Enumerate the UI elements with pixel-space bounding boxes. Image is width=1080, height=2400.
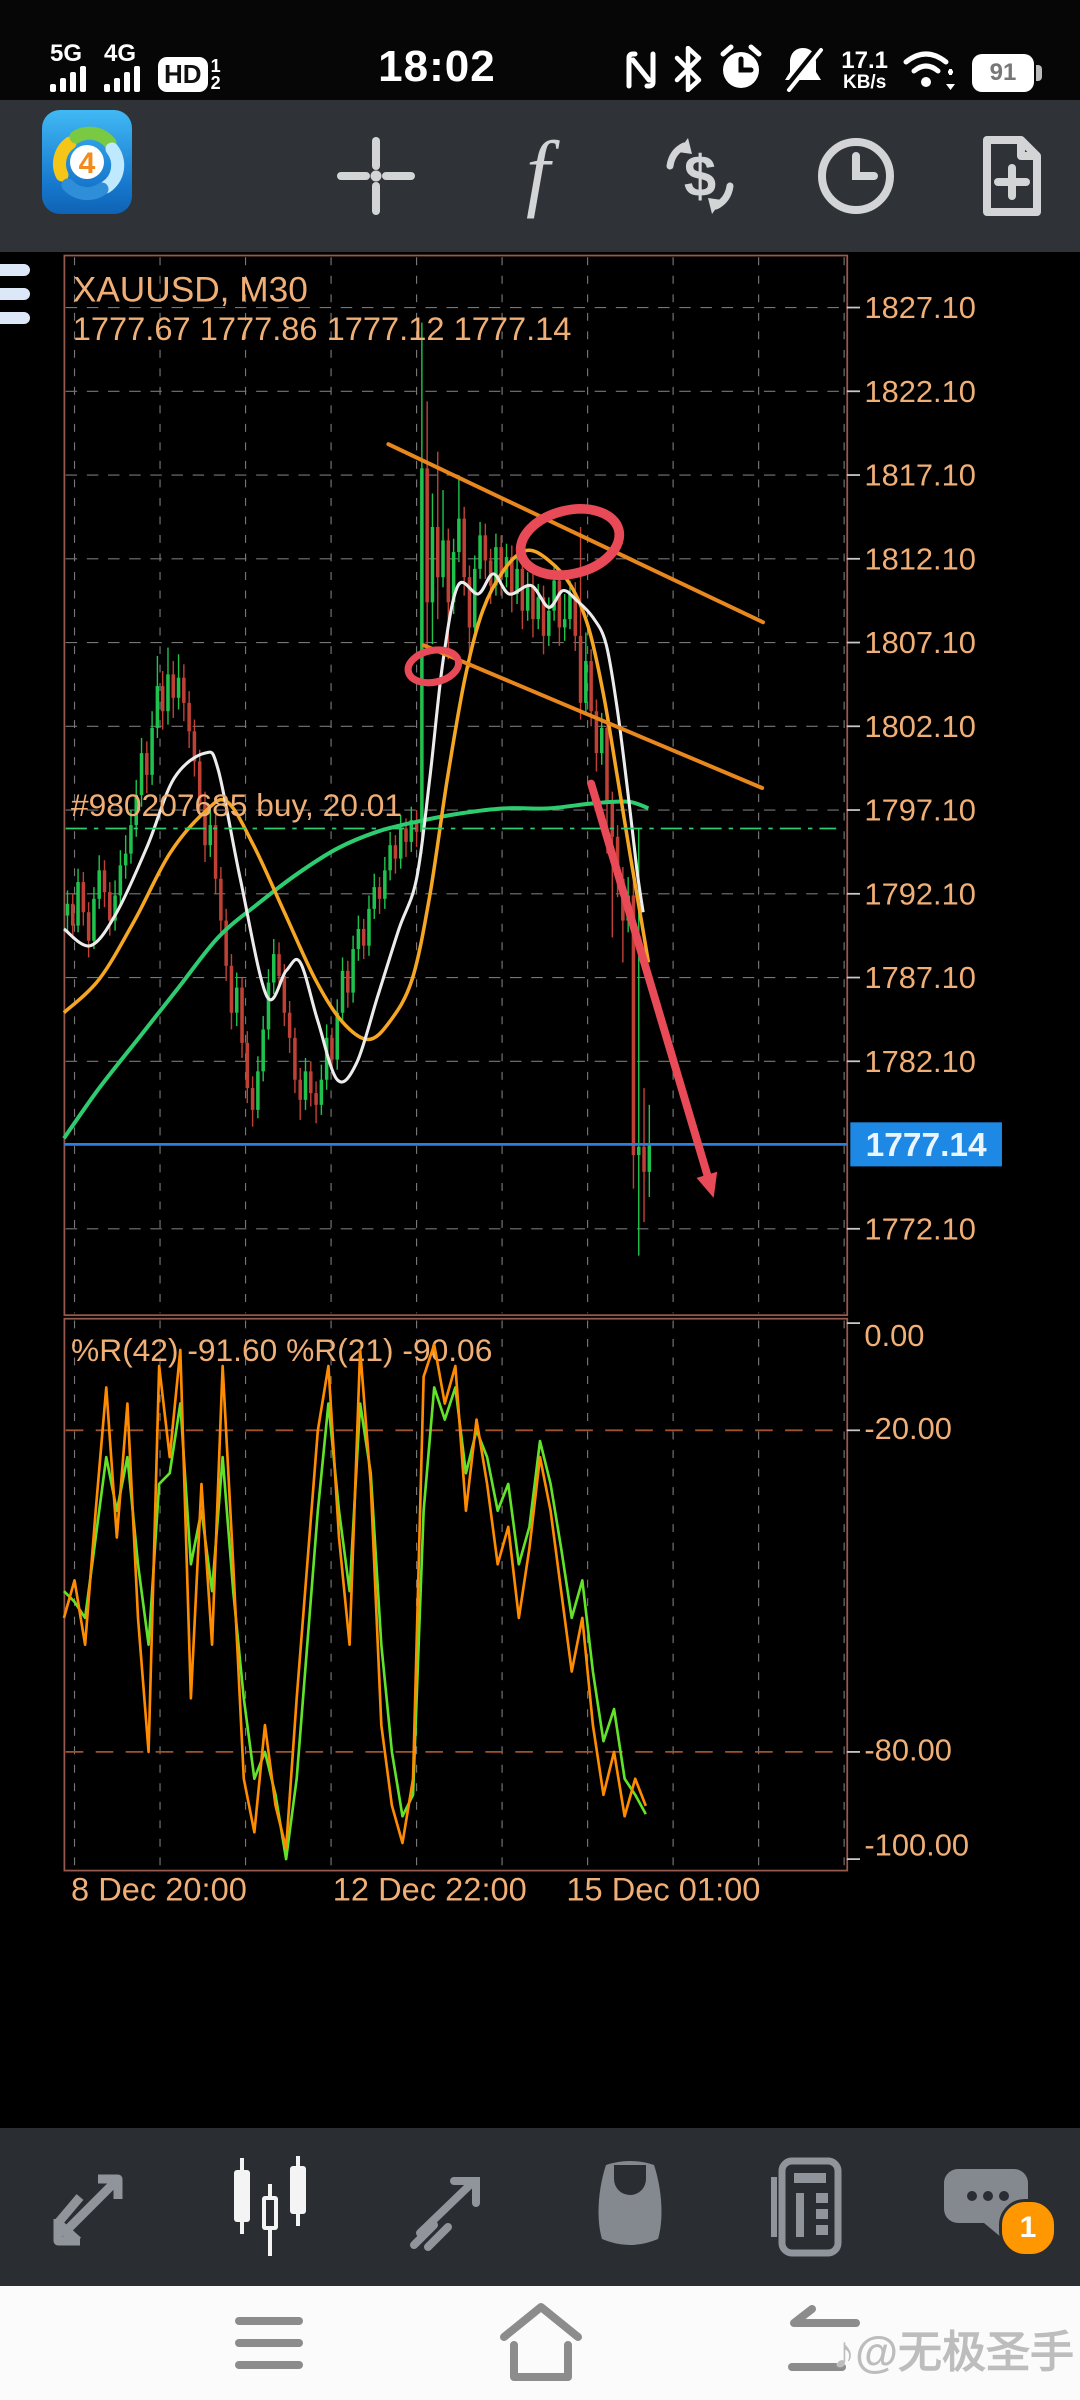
indicator-label: %R(42) -91.60 %R(21) -90.06 — [71, 1332, 492, 1368]
recents-icon — [235, 2317, 303, 2369]
indicator-axis-label: -20.00 — [864, 1411, 951, 1446]
price-axis-label: 1797.10 — [864, 793, 975, 828]
quotes-arrows-icon — [53, 2174, 123, 2246]
home-icon — [500, 2303, 582, 2381]
charts-tab[interactable] — [195, 2147, 345, 2267]
price-axis-label: 1827.10 — [864, 290, 975, 325]
price-axis-label: 1817.10 — [864, 458, 975, 493]
chart-title: XAUUSD, M30 — [73, 270, 308, 309]
wr21-line — [62, 1343, 648, 1850]
price-axis-label: 1782.10 — [864, 1044, 975, 1079]
hd-call-icon: HD 1 2 — [158, 57, 221, 92]
price-axis-label: 1792.10 — [864, 876, 975, 911]
back-button[interactable] — [744, 2286, 904, 2400]
ma-orange — [62, 548, 651, 1042]
new-chart-button[interactable] — [952, 116, 1072, 236]
price-axis-label: 1787.10 — [864, 960, 975, 995]
current-price-badge — [850, 1122, 1002, 1167]
news-tab[interactable] — [735, 2147, 885, 2267]
date-axis-label: 8 Dec 20:00 — [71, 1871, 247, 1908]
svg-text:$: $ — [684, 144, 716, 209]
signal-4g-icon: 4G — [104, 42, 144, 92]
crosshair-button[interactable] — [316, 116, 436, 236]
nfc-icon — [626, 51, 656, 89]
wifi-icon — [903, 51, 955, 90]
status-right: 17.1 KB/s 91 — [623, 44, 1042, 92]
trend-arrow-icon — [410, 2177, 480, 2251]
gridlines — [65, 257, 846, 1869]
status-bar: 5G 4G HD 1 2 18:02 — [0, 0, 1080, 100]
date-axis-label: 15 Dec 01:00 — [566, 1871, 760, 1908]
network-speed: 17.1 KB/s — [841, 47, 888, 93]
quotes-tab[interactable] — [15, 2147, 165, 2267]
back-icon — [788, 2305, 860, 2371]
alarm-icon — [720, 44, 762, 88]
bluetooth-icon — [675, 46, 702, 92]
svg-text:1777.14: 1777.14 — [866, 1127, 987, 1164]
bottom-toolbar: 1 — [0, 2128, 1080, 2286]
battery-level: 91 — [989, 59, 1017, 86]
candlestick-chart-icon — [234, 2156, 306, 2256]
android-nav-bar: ♪@无极圣手 — [0, 2286, 1080, 2400]
crosshair-icon — [337, 137, 415, 215]
mt4-logo-icon: 4 — [53, 126, 125, 201]
recents-button[interactable] — [189, 2286, 349, 2400]
price-axis-label: 1772.10 — [864, 1211, 975, 1246]
messages-badge: 1 — [999, 2199, 1057, 2257]
trade-tab[interactable] — [375, 2147, 525, 2267]
price-axis-label: 1822.10 — [864, 374, 975, 409]
add-document-icon — [983, 136, 1041, 216]
messages-tab[interactable]: 1 — [915, 2147, 1065, 2267]
indicators-button[interactable]: f — [478, 116, 598, 236]
indicator-axis-label: -100.00 — [864, 1828, 969, 1863]
date-axis-label: 12 Dec 22:00 — [333, 1871, 527, 1908]
history-tab[interactable] — [555, 2147, 705, 2267]
hd-sub: 2 — [210, 72, 221, 93]
mute-bell-icon — [784, 45, 824, 92]
signal-5g-icon: 5G — [50, 42, 90, 92]
price-axis-label: 1802.10 — [864, 709, 975, 744]
watermark: ♪@无极圣手 — [833, 2328, 1074, 2377]
dollar-exchange-icon: $ — [666, 138, 734, 214]
chat-icon — [944, 2169, 1028, 2243]
ma-white — [62, 572, 645, 1084]
history-bag-icon — [598, 2161, 662, 2245]
indicator-axis-label: -80.00 — [864, 1733, 951, 1768]
price-axis-label: 1812.10 — [864, 541, 975, 576]
svg-text:4: 4 — [79, 147, 96, 180]
mt4-logo-button[interactable]: 4 — [42, 110, 132, 214]
clock-icon — [818, 138, 894, 214]
trendline — [421, 643, 765, 790]
trade-button[interactable]: $ — [640, 116, 760, 236]
price-axis-label: 1807.10 — [864, 625, 975, 660]
battery-icon: 91 — [972, 54, 1042, 92]
net-4g-label: 4G — [104, 40, 137, 67]
hd-sup: 1 — [210, 55, 221, 76]
status-left: 5G 4G HD 1 2 — [50, 42, 221, 92]
menu-icon[interactable] — [0, 236, 40, 346]
order-label: #980207685 buy, 20.01 — [71, 787, 402, 823]
annotation-ellipse — [515, 504, 625, 580]
news-icon — [771, 2157, 842, 2257]
clock: 18:02 — [378, 42, 496, 91]
hd-label: HD — [158, 57, 208, 92]
ma-green — [62, 799, 650, 1140]
net-5g-label: 5G — [50, 40, 83, 67]
trendline — [386, 442, 766, 625]
indicator-axis-label: 0.00 — [864, 1318, 924, 1353]
home-button[interactable] — [461, 2286, 621, 2400]
speed-value: 17.1 — [841, 47, 888, 74]
top-toolbar: 4 f $ — [0, 100, 1080, 324]
function-icon: f — [526, 130, 560, 219]
periods-button[interactable] — [796, 116, 916, 236]
ohlc-values: 1777.67 1777.86 1777.12 1777.14 — [73, 310, 572, 347]
svg-text:f: f — [526, 130, 560, 219]
annotation-arrow — [587, 779, 713, 1183]
annotation-ellipse — [404, 646, 463, 687]
speed-unit: KB/s — [842, 72, 887, 93]
